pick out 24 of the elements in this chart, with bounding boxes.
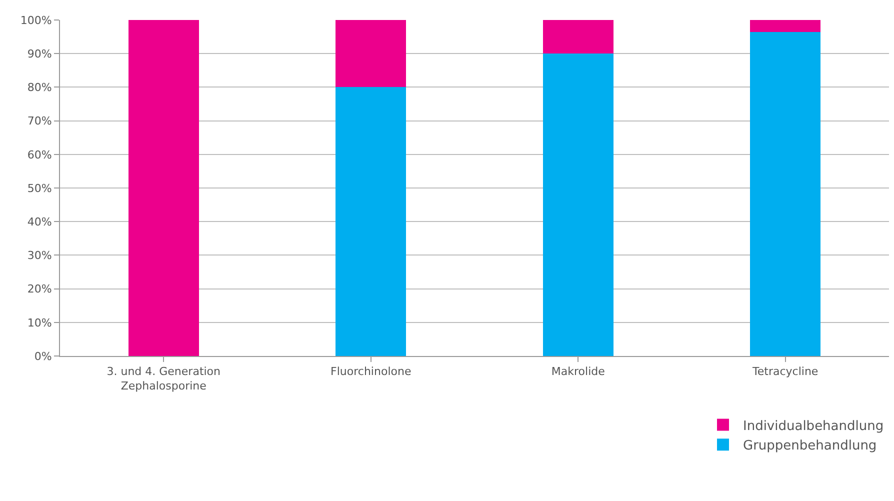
y-tick-label: 20% (27, 282, 52, 296)
y-tick-label: 80% (27, 81, 52, 94)
bar (750, 32, 821, 356)
bar (750, 20, 821, 32)
y-tick-label: 30% (27, 249, 52, 262)
y-tick-label: 60% (27, 148, 52, 162)
bar (336, 20, 406, 88)
y-tick-label: 50% (27, 182, 52, 195)
y-tick-label: 90% (27, 47, 52, 60)
bar (542, 54, 614, 356)
y-tick-label: 40% (27, 215, 52, 228)
bar (542, 20, 614, 54)
x-tick-label: Makrolide (551, 365, 606, 378)
y-tick-label: 10% (27, 316, 52, 330)
x-tick-label: Fluorchinolone (330, 365, 412, 378)
legend-label: Gruppenbehandlung (743, 438, 877, 454)
y-tick-label: 70% (27, 114, 52, 128)
x-tick-label: 3. und 4. Generation Zephalosporine (106, 365, 221, 392)
y-tick-label: 0% (34, 350, 52, 363)
x-tick-label: Tetracycline (752, 365, 818, 378)
legend-label: Individualbehandlung (743, 418, 884, 434)
bar (336, 87, 406, 356)
y-tick-label: 100% (20, 14, 52, 27)
bar (128, 20, 199, 356)
